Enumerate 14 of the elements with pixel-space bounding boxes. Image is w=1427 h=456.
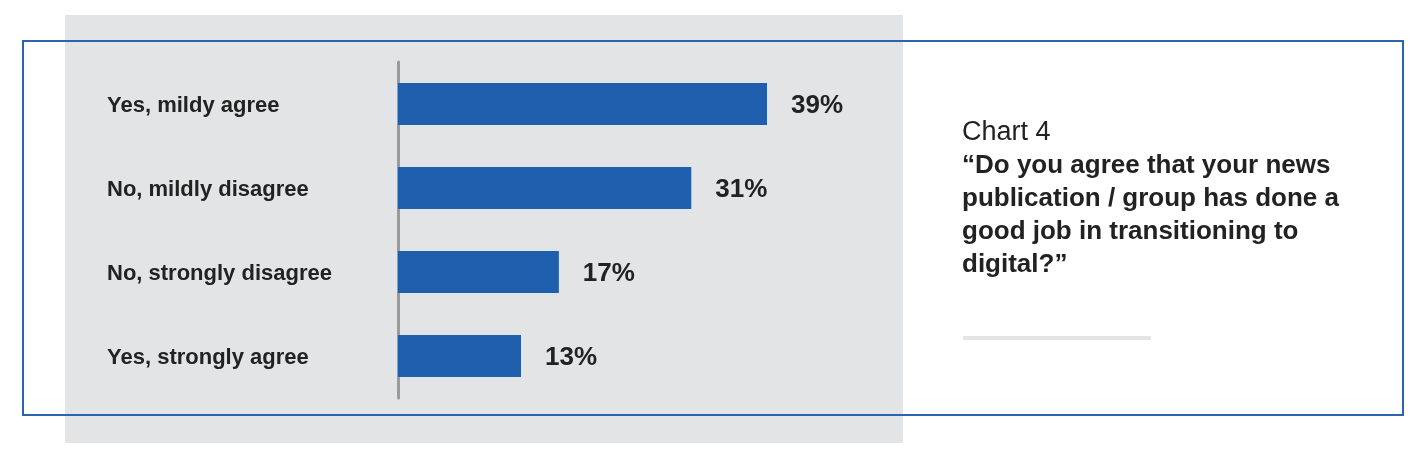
data-label: 31% [715,173,768,203]
y-tick-label: No, mildly disagree [107,175,309,201]
y-tick-label: Yes, mildy agree [107,91,280,117]
data-label: 39% [791,89,844,119]
text: Chart 4 [962,115,1052,148]
y-tick-label: Yes, strongly agree [107,343,309,369]
bar [398,251,559,293]
bar [398,167,692,209]
bar [398,335,521,377]
y-tick-label: No, strongly disagree [107,259,332,285]
data-label: 13% [545,341,598,371]
bar [398,83,767,125]
data-label: 17% [582,257,635,287]
text: “Do you agree that your news publication / group has done a good job in transitioning to digital?” [962,148,1340,280]
